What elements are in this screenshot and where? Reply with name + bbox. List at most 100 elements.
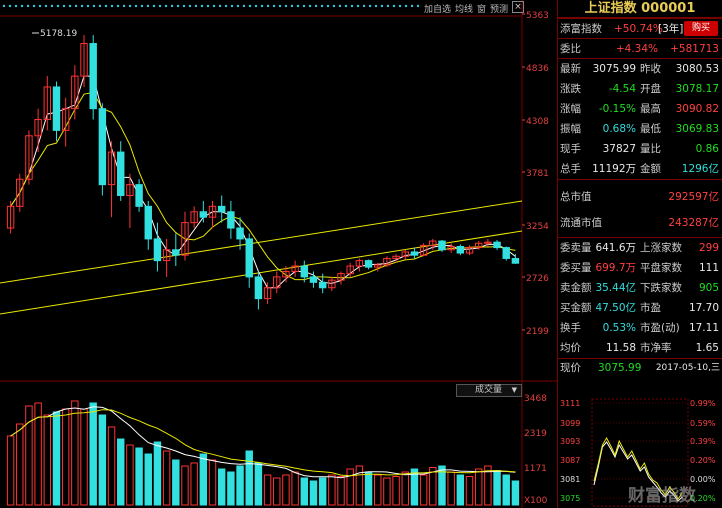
volume-bar <box>383 477 391 506</box>
candle-body <box>89 43 97 110</box>
header-dot <box>140 4 144 8</box>
candle-body <box>181 222 189 256</box>
kline-chart[interactable]: 5363 4836 4308 3781 3254 2726 2199 3468 2319 1171… <box>0 0 557 508</box>
volume-bar <box>447 471 455 506</box>
volume-bar <box>263 474 272 506</box>
quote-value: 0.86 <box>695 143 719 155</box>
stat-value: 35.44亿 <box>595 282 636 294</box>
stat-label: 平盘家数 <box>640 262 682 274</box>
stat-label: 市盈 <box>640 302 661 314</box>
volume-bar <box>199 453 208 506</box>
header-dot <box>20 4 24 8</box>
watermark: 财富指数 <box>627 485 697 506</box>
volume-bar <box>52 411 61 506</box>
candle-body <box>502 247 510 259</box>
add-watchlist-button[interactable]: 加自选 <box>424 5 452 15</box>
candle-body <box>217 205 226 213</box>
intraday-chart[interactable]: 3111 3099 3093 3087 3081 3075 0.99% 0.59% 0.39% 0… <box>558 397 722 508</box>
float-cap-label: 流通市值 <box>560 217 602 229</box>
candle-body <box>107 151 116 186</box>
mini-pct-label: 0.20% <box>690 456 716 465</box>
stat-label: 换手 <box>560 322 581 334</box>
mini-price-label: 3075 <box>560 494 580 503</box>
candle-body <box>43 86 52 121</box>
header-dot <box>356 4 360 8</box>
header-dot <box>362 4 366 8</box>
volume-bar <box>117 438 125 506</box>
total-cap-row: 总市值 292597亿 <box>558 184 722 210</box>
current-value: 3075.99 <box>598 362 642 374</box>
header-dot <box>32 4 36 8</box>
mini-pct-label: 0.39% <box>690 437 716 446</box>
header-dot <box>152 4 156 8</box>
volume-bar <box>429 467 437 506</box>
candle-body <box>126 184 134 196</box>
candle-body <box>52 86 61 131</box>
buy-button[interactable]: 购买 <box>684 21 718 36</box>
volume-bar <box>474 468 483 506</box>
header-dot <box>302 4 306 8</box>
header-dot <box>344 4 348 8</box>
ma-toggle-button[interactable]: 均线 <box>455 5 474 15</box>
candle-body <box>153 238 162 262</box>
kline-svg[interactable]: 5363 4836 4308 3781 3254 2726 2199 3468 2319 1171… <box>0 0 557 508</box>
candle-body <box>429 240 437 246</box>
stat-value: 905 <box>698 282 719 294</box>
stat-value: 17.70 <box>688 302 719 314</box>
volume-bar <box>346 468 354 506</box>
volume-bar <box>254 462 263 506</box>
header-dot <box>182 4 186 8</box>
header-dot <box>212 4 216 8</box>
price-tick-label: 5363 <box>526 11 549 21</box>
volume-bar <box>61 408 70 506</box>
volume-bar <box>6 435 15 506</box>
header-dot <box>86 4 90 8</box>
candle-body <box>227 211 235 229</box>
window-button[interactable]: 窗 <box>477 5 487 15</box>
candle-body <box>71 75 79 110</box>
mini-price-label: 3081 <box>560 475 580 484</box>
header-dot <box>122 4 126 8</box>
candle-body <box>16 178 24 207</box>
candle-body <box>374 264 382 268</box>
header-dot <box>170 4 174 8</box>
stat-label: 买金额 <box>560 302 592 314</box>
volume-bar <box>16 423 24 506</box>
stat-value: 1.65 <box>695 342 719 354</box>
volume-bar <box>502 474 510 506</box>
close-icon[interactable]: × <box>512 1 524 13</box>
mini-pct-label: 0.99% <box>690 399 716 408</box>
candle-body <box>328 279 336 289</box>
stats-table: 委卖量 641.6万 上涨家数 299 委买量 699.7万 平盘家数 111 卖金额 35.44… <box>558 237 722 358</box>
quote-label: 现手 <box>560 143 581 155</box>
volume-bar <box>337 476 345 506</box>
header-dot <box>284 4 288 8</box>
candle-body <box>511 257 520 264</box>
candle-body <box>456 246 465 254</box>
volume-bar <box>236 465 244 506</box>
chevron-down-icon: ▼ <box>511 386 517 394</box>
price-tick-label: 3781 <box>526 169 549 179</box>
candle-body <box>25 135 33 180</box>
stat-label: 均价 <box>560 342 581 354</box>
candle-body <box>162 249 171 262</box>
indicator-dropdown[interactable]: 成交量 ▼ <box>456 384 522 397</box>
stat-value: 0.53% <box>602 322 636 334</box>
candle-body <box>447 246 455 251</box>
header-dot <box>92 4 96 8</box>
candle-body <box>346 265 354 275</box>
stat-label: 市盈(动) <box>640 322 680 334</box>
header-dot <box>26 4 30 8</box>
candle-body <box>383 257 391 266</box>
volume-bar <box>153 441 162 506</box>
forecast-button[interactable]: 预测 <box>490 5 509 15</box>
quote-label: 涨幅 <box>560 103 581 115</box>
header-dot <box>416 4 420 8</box>
header-dot <box>68 4 72 8</box>
header-dot <box>260 4 264 8</box>
quote-row: 总手 11192万 金额 1296亿 <box>558 159 722 179</box>
weibi-label: 委比 <box>560 43 581 55</box>
volume-bar <box>300 477 309 506</box>
volume-bar <box>484 465 492 506</box>
header-dot <box>308 4 312 8</box>
